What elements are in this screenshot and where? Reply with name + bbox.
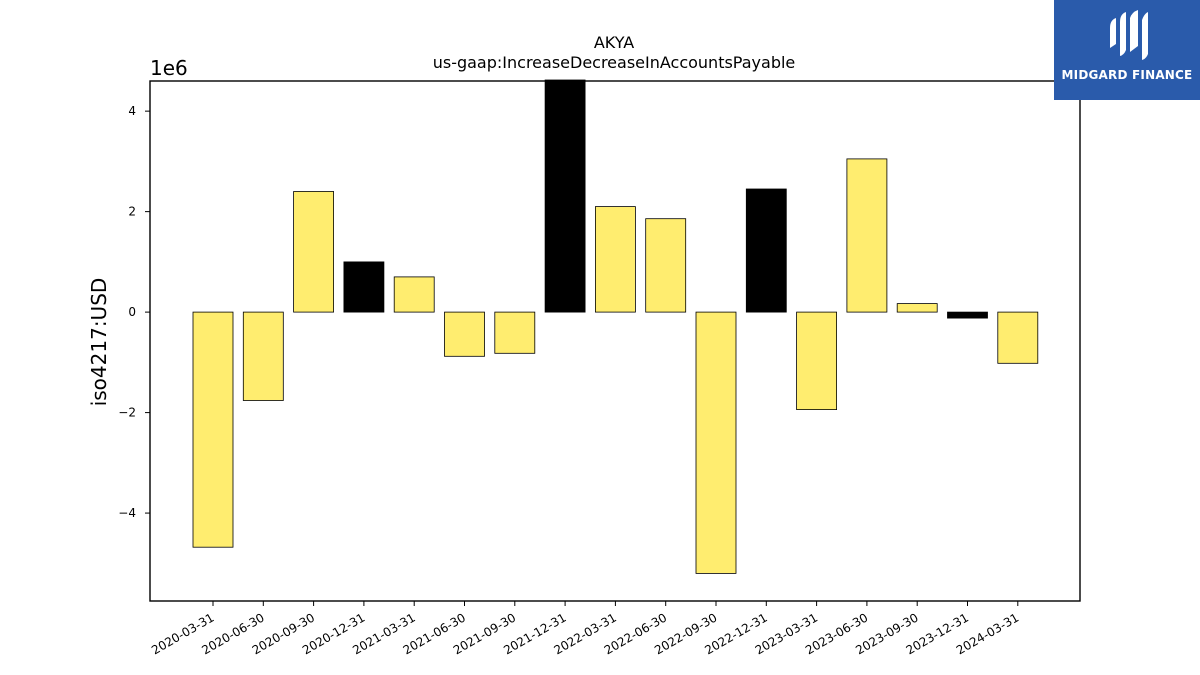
chart-subtitle: us-gaap:IncreaseDecreaseInAccountsPayabl… <box>433 53 796 72</box>
brand-logo: MIDGARD FINANCE <box>1054 0 1200 100</box>
bar-2021-09-30 <box>494 311 536 354</box>
logo-mark-icon <box>1110 10 1148 60</box>
bar-2020-09-30 <box>293 191 335 313</box>
y-ticks-group: 4 2 0 −2 −4 <box>118 104 150 520</box>
bar-2023-12-31 <box>947 311 988 319</box>
y-axis-label: iso4217:USD <box>87 278 111 407</box>
bars-group <box>192 79 1039 574</box>
plot-frame <box>149 80 1081 602</box>
y-tick-label: 0 <box>128 305 136 319</box>
bar-2022-06-30 <box>645 218 687 313</box>
bar-2023-06-30 <box>846 158 888 313</box>
y-tick-label: −4 <box>118 506 136 520</box>
bar-2024-03-31 <box>997 311 1039 364</box>
bar-2020-06-30 <box>242 311 284 401</box>
logo-text: MIDGARD FINANCE <box>1061 68 1193 82</box>
bar-2022-12-31 <box>745 188 787 313</box>
y-tick-label: 2 <box>128 205 136 219</box>
bar-2022-03-31 <box>595 206 636 313</box>
bar-2021-03-31 <box>393 276 435 313</box>
bar-2021-12-31 <box>544 79 586 313</box>
bar-2023-09-30 <box>896 303 938 313</box>
bar-2020-12-31 <box>343 261 385 313</box>
bar-2021-06-30 <box>444 311 485 357</box>
chart-title: AKYA <box>594 33 634 52</box>
bar-2022-09-30 <box>695 311 737 574</box>
bar-2020-03-31 <box>192 311 234 548</box>
y-tick-label: 4 <box>128 104 136 118</box>
y-axis-multiplier: 1e6 <box>150 56 188 80</box>
x-ticks-group: 2020-03-312020-06-302020-09-302020-12-31… <box>149 601 1021 657</box>
y-tick-label: −2 <box>118 406 136 420</box>
bar-2023-03-31 <box>796 311 837 411</box>
